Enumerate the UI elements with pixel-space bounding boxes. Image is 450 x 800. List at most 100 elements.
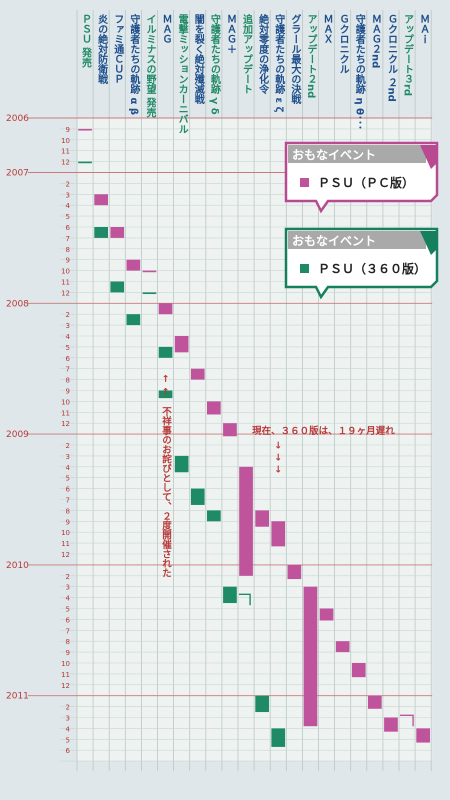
pc-event-bar: [239, 466, 253, 576]
month-tick-label: 5: [66, 606, 70, 614]
legend-title-bar: [288, 145, 426, 163]
month-tick-label: 11: [61, 148, 70, 156]
column-label: ＭＡＧ２nd: [369, 14, 380, 69]
column-label: 炎の絶対防衛戦: [96, 13, 109, 85]
x360-step-marker: [239, 593, 251, 606]
annotation-arrow: ↓: [274, 464, 282, 475]
pc-step-marker: [400, 714, 414, 727]
month-tick-label: 5: [66, 344, 70, 352]
x360-event-bar: [271, 728, 286, 747]
year-label: 2011: [6, 692, 29, 702]
pc-event-bar: [335, 641, 350, 653]
legend-item-label: ＰＳＵ（３６０版）: [318, 261, 426, 276]
x360-event-bar: [94, 227, 108, 238]
month-tick-label: 2: [66, 311, 70, 319]
annotation-arrow: ↓: [274, 452, 282, 463]
year-label: 2008: [6, 299, 29, 309]
column-label: Ｇクロニクル: [337, 14, 349, 74]
month-tick-label: 7: [66, 366, 70, 374]
column-label: 闇を裂く絶対殲滅戦: [192, 13, 205, 105]
column-label: ＭＡｉ: [418, 14, 429, 44]
pc-event-bar: [416, 728, 430, 743]
month-tick-label: 4: [66, 464, 71, 472]
column-label: Ｇクロニクル ２nd: [385, 14, 397, 102]
month-tick-label: 11: [61, 540, 70, 548]
x360-event-bar: [207, 510, 221, 522]
month-tick-label: 4: [66, 333, 71, 341]
month-tick-label: 7: [66, 235, 70, 243]
month-tick-label: 10: [61, 529, 70, 537]
column-label: グラール最大の決戦: [289, 13, 301, 105]
column-label: 守護者たちの軌跡 γ δ: [208, 13, 221, 115]
pc-event-bar: [223, 423, 237, 437]
legend-title-bar: [288, 231, 426, 249]
x360-event-bar: [190, 488, 205, 505]
month-tick-label: 6: [66, 747, 71, 755]
legend-title: おもなイベント: [292, 234, 376, 248]
month-tick-label: 8: [66, 377, 70, 385]
month-tick-label: 6: [66, 616, 71, 624]
column-label: アップデート３rd: [402, 14, 414, 96]
pc-event-bar: [287, 564, 302, 580]
pc-event-bar: [142, 270, 157, 273]
month-tick-label: 6: [66, 486, 71, 494]
legend-title: おもなイベント: [292, 148, 376, 162]
month-tick-label: 2: [66, 573, 70, 581]
month-tick-label: 5: [66, 213, 70, 221]
month-tick-label: 12: [61, 420, 70, 428]
pc-event-bar: [158, 303, 173, 315]
column-label: ＭＡＧ: [160, 14, 171, 44]
month-tick-label: 3: [66, 715, 70, 723]
month-tick-label: 8: [66, 246, 70, 254]
column-label: 守護者たちの軌跡 ε ζ: [273, 13, 286, 113]
pc-event-bar: [174, 336, 189, 353]
pc-event-bar: [384, 717, 398, 732]
month-tick-label: 3: [66, 191, 70, 199]
year-label: 2006: [6, 114, 29, 124]
month-tick-label: 2: [66, 704, 70, 712]
month-tick-label: 12: [61, 682, 70, 690]
month-tick-label: 4: [66, 725, 71, 733]
month-tick-label: 2: [66, 442, 70, 450]
column-label: アップデート２nd: [305, 14, 317, 98]
year-label: 2009: [6, 430, 29, 440]
column-label: ＭＡＸ: [321, 14, 332, 44]
month-tick-label: 2: [66, 180, 70, 188]
legend-swatch: [300, 178, 309, 187]
year-label: 2010: [6, 561, 29, 571]
month-tick-label: 9: [66, 126, 70, 134]
column-label: ファミ通ＣＵＰ: [112, 14, 124, 84]
month-tick-label: 5: [66, 475, 70, 483]
pc-event-bar: [319, 608, 334, 621]
pc-event-bar: [190, 368, 205, 380]
month-tick-label: 11: [61, 279, 70, 287]
x360-event-bar: [110, 281, 125, 293]
month-tick-label: 9: [66, 388, 70, 396]
column-label: 守護者たちの軌跡 η θ･･･: [353, 13, 366, 130]
column-label: 電撃ミッションカーニバル: [176, 14, 188, 134]
month-tick-label: 10: [61, 398, 70, 406]
legend-corner-accent: [420, 145, 437, 169]
month-tick-label: 12: [61, 159, 70, 167]
pc-event-bar: [255, 510, 269, 527]
month-tick-label: 7: [66, 497, 70, 505]
month-tick-label: 8: [66, 507, 70, 515]
pc-event-bar: [94, 194, 108, 206]
month-tick-label: 7: [66, 627, 70, 635]
pc-event-bar: [78, 128, 92, 131]
column-label: イルミナスの野望 発売: [144, 14, 157, 118]
annotation-arrow: ↑: [162, 374, 170, 385]
month-tick-label: 5: [66, 736, 70, 744]
year-label: 2007: [6, 169, 29, 179]
x360-event-bar: [223, 586, 237, 604]
column-label: 追加アップデート: [241, 13, 254, 94]
x360-event-bar: [78, 161, 92, 164]
pc-event-bar: [271, 521, 286, 547]
month-tick-label: 9: [66, 518, 70, 526]
pc-event-bar: [207, 401, 221, 415]
month-tick-label: 4: [66, 595, 71, 603]
x360-event-bar: [174, 455, 189, 473]
month-tick-label: 9: [66, 649, 70, 657]
pc-event-bar: [368, 695, 382, 709]
